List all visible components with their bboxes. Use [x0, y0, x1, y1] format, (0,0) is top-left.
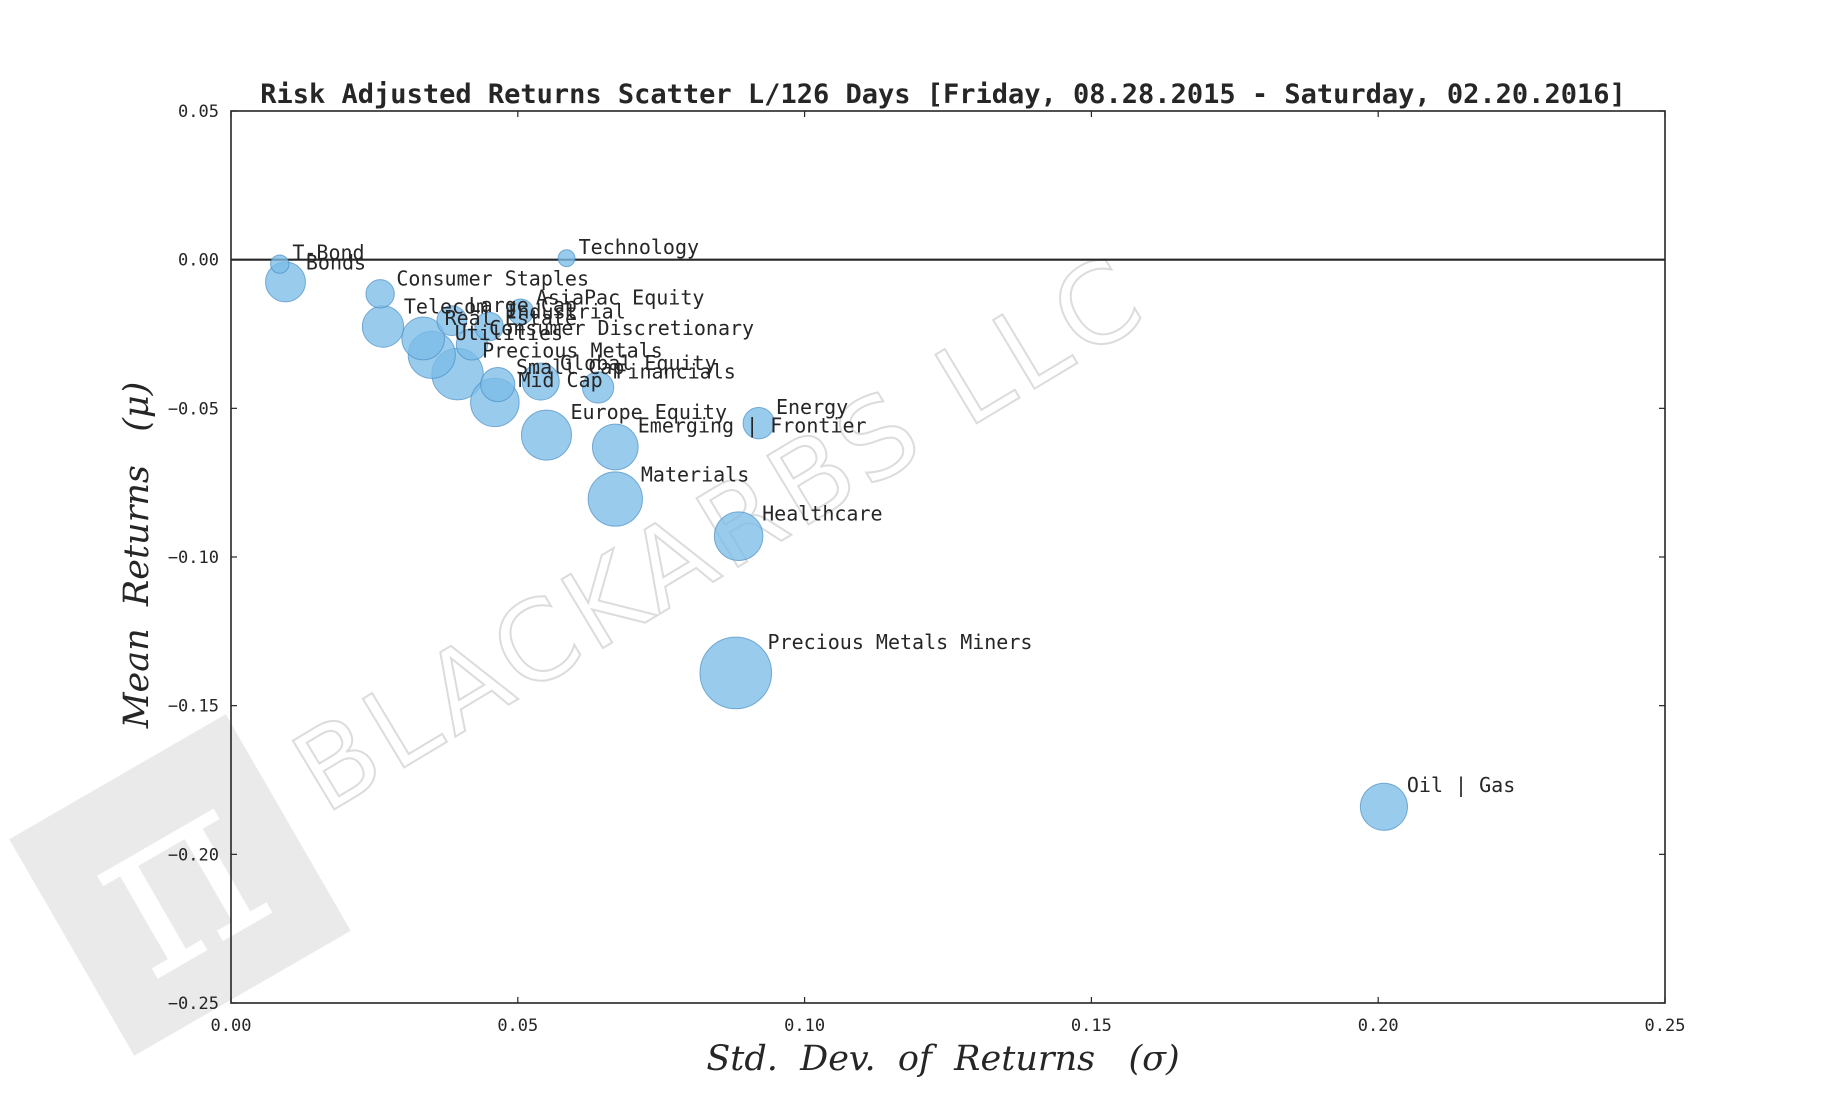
- point-label-technology: Technology: [579, 235, 699, 259]
- point-label-precious-metals-miners: Precious Metals Miners: [768, 630, 1033, 654]
- point-label-asiapac-equity: AsiaPac Equity: [536, 286, 705, 310]
- bubble-small-cap: [480, 366, 516, 403]
- point-label-emerging-frontier: Emerging | Frontier: [638, 414, 867, 438]
- axes: 0.00 0.05 0.10 0.15 0.20 0.25 0.05 0.00 −0.05 −0.…: [168, 102, 1686, 1036]
- point-label-consumer-staples: Consumer Staples: [396, 267, 589, 291]
- point-label-energy: Energy: [776, 395, 848, 419]
- point-label-europe-equity: Europe Equity: [570, 400, 727, 424]
- bubble-oil-gas: [1359, 782, 1408, 831]
- x-tick-label: 0.20: [1358, 1016, 1399, 1036]
- y-tick-label: −0.25: [168, 994, 219, 1014]
- point-label-consumer-discretionary: Consumer Discretionary: [489, 316, 754, 340]
- bubble-financials: [581, 371, 615, 404]
- x-tick-label: 0.00: [211, 1016, 252, 1036]
- watermark-logo-square: [9, 714, 351, 1056]
- y-tick-label: 0.05: [178, 102, 219, 122]
- point-label-financials: Financials: [615, 359, 735, 383]
- point-label-global-equity: Global Equity: [560, 351, 717, 375]
- point-label-utilities: Utilities: [455, 321, 563, 345]
- bubble-telecom: [361, 305, 405, 348]
- bubble-t-bond: [270, 254, 290, 274]
- bubble-healthcare: [713, 511, 764, 561]
- point-label-t-bond: T-Bond: [292, 241, 364, 265]
- point-label-precious-metals: Precious Metals: [482, 339, 663, 363]
- bubble-precious-metals-miners: [699, 636, 773, 710]
- y-tick-label: −0.10: [168, 548, 219, 568]
- bubble-materials: [587, 471, 643, 527]
- bubble-asiapac-equity: [507, 298, 534, 325]
- bubble-global-equity: [521, 362, 560, 401]
- x-tick-label: 0.25: [1645, 1016, 1686, 1036]
- y-tick-label: 0.00: [178, 251, 219, 271]
- point-label-telecom: Telecom: [404, 295, 488, 319]
- y-axis-label: Mean Returns (μ): [117, 382, 157, 730]
- point-label-large-cap: Large Cap: [469, 293, 577, 317]
- point-label-healthcare: Healthcare: [762, 502, 882, 526]
- bubble-europe-equity: [520, 409, 572, 461]
- bubble-industrial: [474, 311, 504, 342]
- x-axis-label: Std. Dev. of Returns (σ): [706, 1039, 1179, 1079]
- y-tick-label: −0.20: [168, 845, 219, 865]
- point-label-materials: Materials: [641, 462, 749, 486]
- bubbles: [265, 249, 1408, 831]
- bubble-emerging-frontier: [591, 423, 639, 471]
- bubble-energy: [742, 407, 775, 440]
- bubble-large-cap: [436, 305, 468, 337]
- point-label-bonds: Bonds: [306, 251, 366, 275]
- x-tick-label: 0.15: [1071, 1016, 1112, 1036]
- bubble-technology: [557, 249, 576, 268]
- bubble-consumer-staples: [365, 279, 395, 309]
- y-tick-label: −0.15: [168, 697, 219, 717]
- y-tick-label: −0.05: [168, 399, 219, 419]
- chart-title: Risk Adjusted Returns Scatter L/126 Days…: [260, 79, 1625, 110]
- plot-frame: [230, 110, 1666, 1004]
- bubble-real-estate: [401, 316, 446, 361]
- point-label-real-estate: Real Estate: [445, 306, 577, 330]
- point-label-industrial: Industrial: [505, 299, 625, 323]
- x-tick-label: 0.05: [497, 1016, 538, 1036]
- point-label-small-cap: Small Cap: [516, 355, 624, 379]
- point-label-mid-cap: Mid Cap: [518, 368, 602, 392]
- point-label-oil-gas: Oil | Gas: [1407, 773, 1515, 797]
- x-tick-label: 0.10: [784, 1016, 825, 1036]
